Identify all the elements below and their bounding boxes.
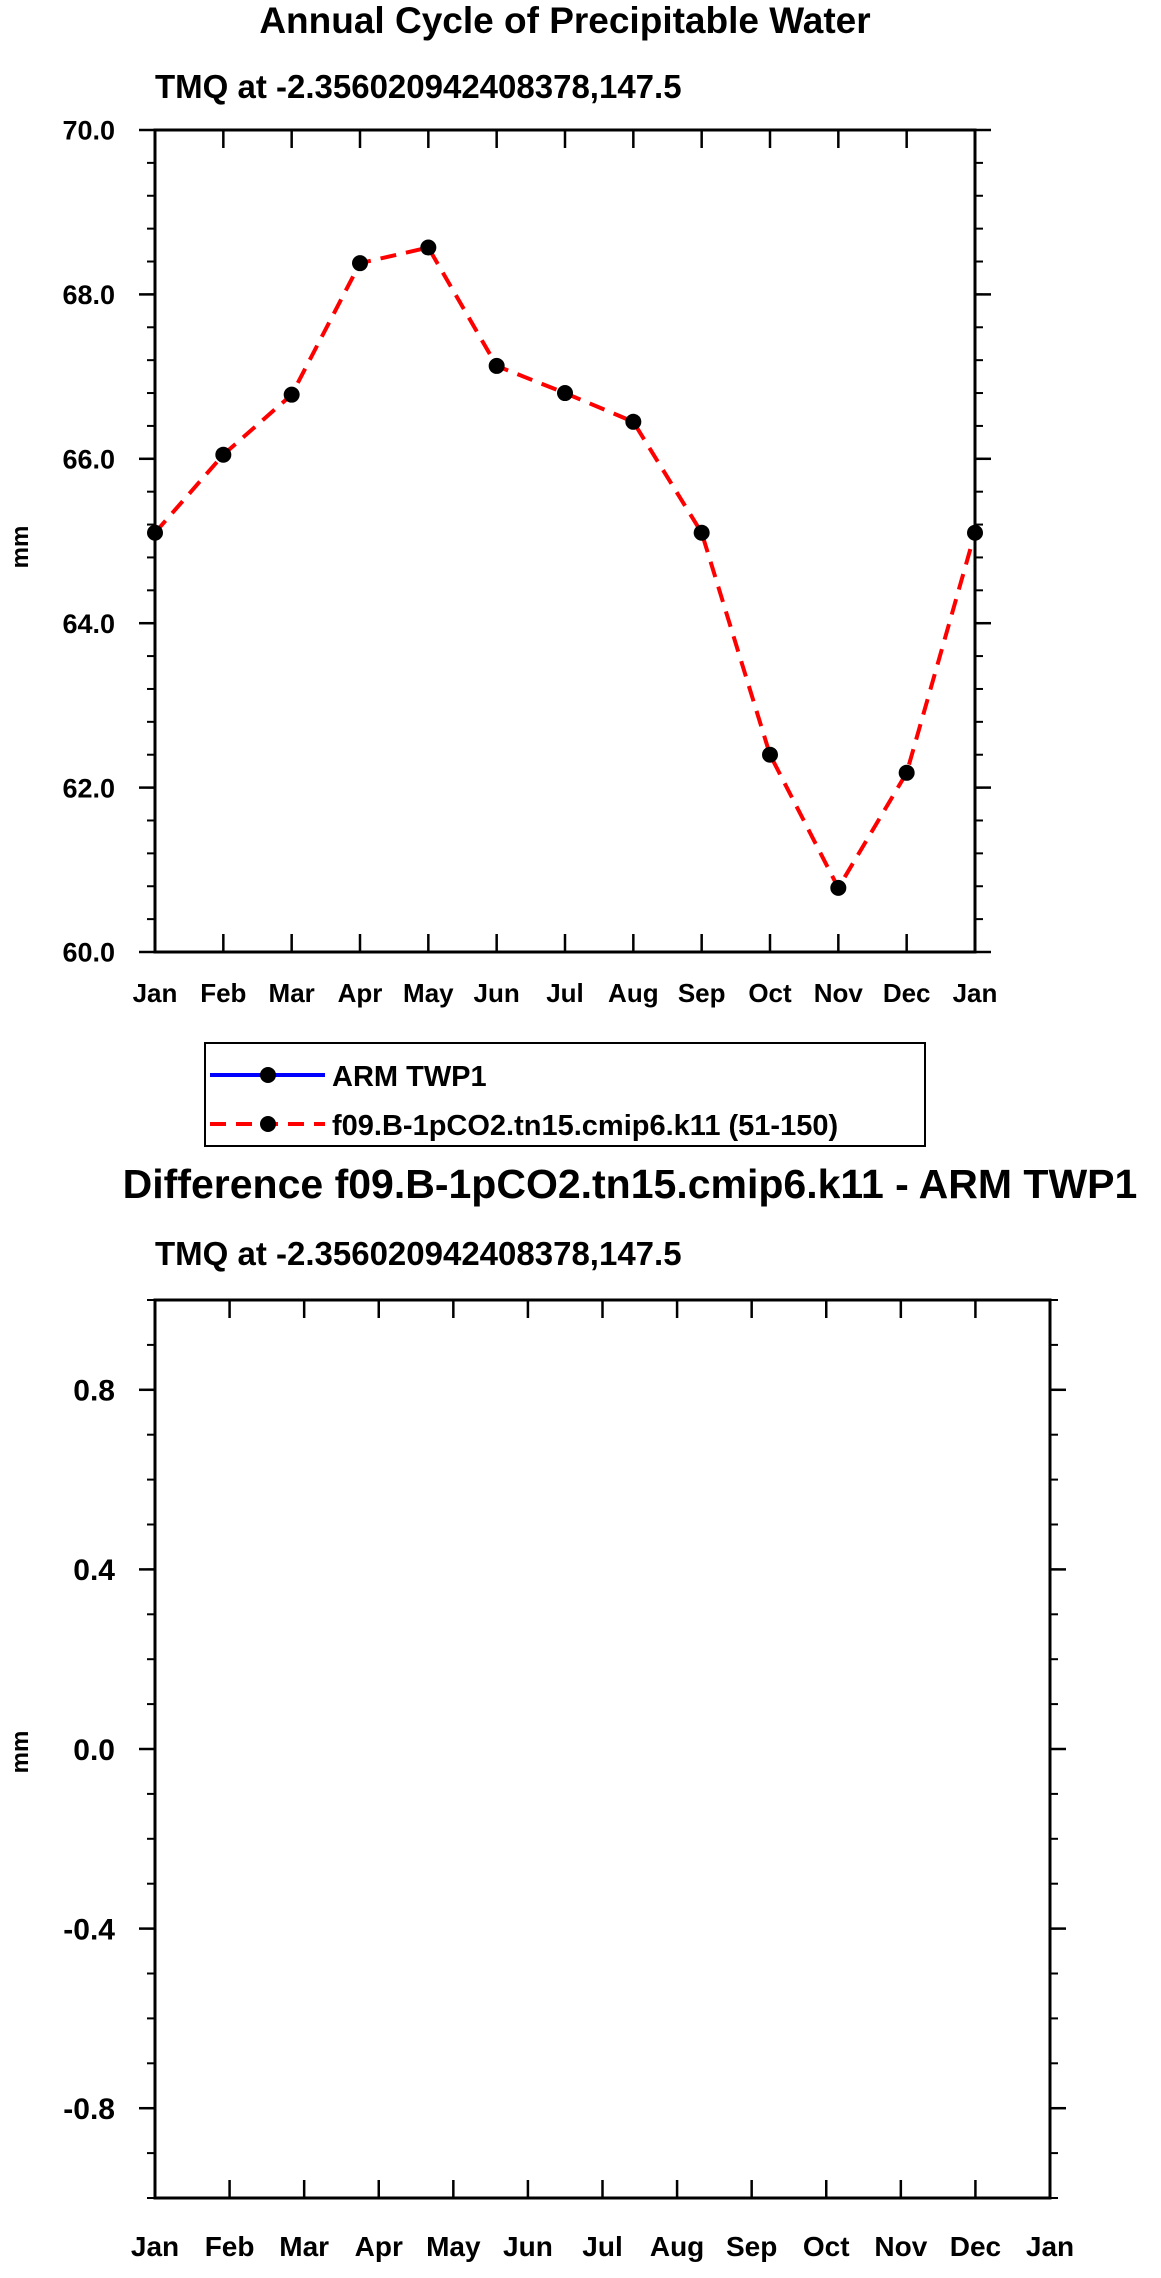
series-point [420, 239, 437, 256]
x-tick-label: Jul [582, 2231, 622, 2262]
x-tick-label: Dec [950, 2231, 1001, 2262]
x-tick-label: Jan [131, 2231, 179, 2262]
y-tick-label: 0.8 [73, 1375, 115, 1408]
chart1-series [147, 239, 983, 896]
x-tick-label: Nov [814, 978, 864, 1008]
y-tick-label: 70.0 [62, 116, 115, 146]
chart2-ticks [139, 1299, 1066, 2199]
series-line-1 [153, 245, 977, 893]
x-tick-label: May [426, 2231, 481, 2262]
x-tick-label: Jun [503, 2231, 553, 2262]
series-point [283, 386, 300, 403]
x-tick-label: Aug [608, 978, 659, 1008]
x-tick-label: Sep [726, 2231, 777, 2262]
series-point [488, 357, 505, 374]
chart1-legend: ARM TWP1 f09.B-1pCO2.tn15.cmip6.k11 (51-… [204, 1042, 926, 1147]
chart2-subtitle: TMQ at -2.356020942408378,147.5 [155, 1235, 682, 1272]
chart2-x-tick-labels: Jan Feb Mar Apr May Jun Jul Aug Sep Oct Nov Dec Jan [131, 2231, 1074, 2262]
y-tick-label: 66.0 [62, 445, 115, 475]
x-tick-label: Apr [355, 2231, 403, 2262]
series-point [693, 524, 710, 541]
x-tick-label: Oct [748, 978, 792, 1008]
chart2-y-tick-labels: -0.8 -0.4 0.0 0.4 0.8 [63, 1375, 115, 2126]
y-tick-label: 62.0 [62, 773, 115, 803]
y-tick-label: 60.0 [62, 938, 115, 968]
legend-label-arm: ARM TWP1 [332, 1061, 487, 1093]
x-tick-label: Jun [474, 978, 520, 1008]
y-tick-label: -0.8 [63, 2093, 115, 2126]
x-tick-label: Oct [803, 2231, 850, 2262]
y-tick-label: 0.4 [73, 1554, 115, 1587]
x-tick-label: Mar [279, 2231, 329, 2262]
x-tick-label: Feb [205, 2231, 255, 2262]
legend-marker-arm [260, 1067, 276, 1083]
x-tick-label: Mar [269, 978, 315, 1008]
x-tick-label: Jan [1026, 2231, 1074, 2262]
series-point [898, 764, 915, 781]
x-tick-label: May [403, 978, 454, 1008]
x-tick-label: Feb [200, 978, 246, 1008]
series-point [557, 385, 573, 402]
x-tick-label: Dec [883, 978, 931, 1008]
y-tick-label: -0.4 [63, 1913, 115, 1946]
series-point [625, 413, 642, 430]
legend-marker-model [260, 1116, 276, 1132]
chart1-subtitle: TMQ at -2.356020942408378,147.5 [155, 68, 682, 105]
y-tick-label: 64.0 [62, 609, 115, 639]
x-tick-label: Sep [678, 978, 726, 1008]
y-tick-label: 0.0 [73, 1734, 115, 1767]
x-tick-label: Jan [133, 978, 178, 1008]
x-tick-label: Jan [953, 978, 998, 1008]
x-tick-label: Jul [546, 978, 584, 1008]
y-tick-label: 68.0 [62, 280, 115, 310]
x-tick-label: Apr [338, 978, 383, 1008]
x-tick-label: Nov [874, 2231, 927, 2262]
chart1-x-tick-labels: Jan Feb Mar Apr May Jun Jul Aug Sep Oct Nov Dec Jan [133, 978, 998, 1008]
chart1-y-axis-label: mm [7, 526, 34, 569]
legend-label-model: f09.B-1pCO2.tn15.cmip6.k11 (51-150) [332, 1110, 838, 1142]
series-point [352, 255, 368, 272]
series-point [830, 879, 847, 896]
chart2-plot-frame [153, 1298, 1052, 2200]
chart1-ticks [139, 128, 991, 954]
chart2-y-axis-label: mm [7, 1731, 34, 1774]
chart2-title: Difference f09.B-1pCO2.tn15.cmip6.k11 - … [123, 1161, 1138, 1207]
legend-box [204, 1042, 926, 1147]
series-point [762, 746, 778, 763]
chart1-title: Annual Cycle of Precipitable Water [259, 0, 870, 41]
x-tick-label: Aug [650, 2231, 704, 2262]
chart1-plot-frame [153, 128, 977, 954]
series-point [215, 446, 232, 463]
chart1-y-tick-labels: 60.0 62.0 64.0 66.0 68.0 70.0 [62, 116, 115, 968]
